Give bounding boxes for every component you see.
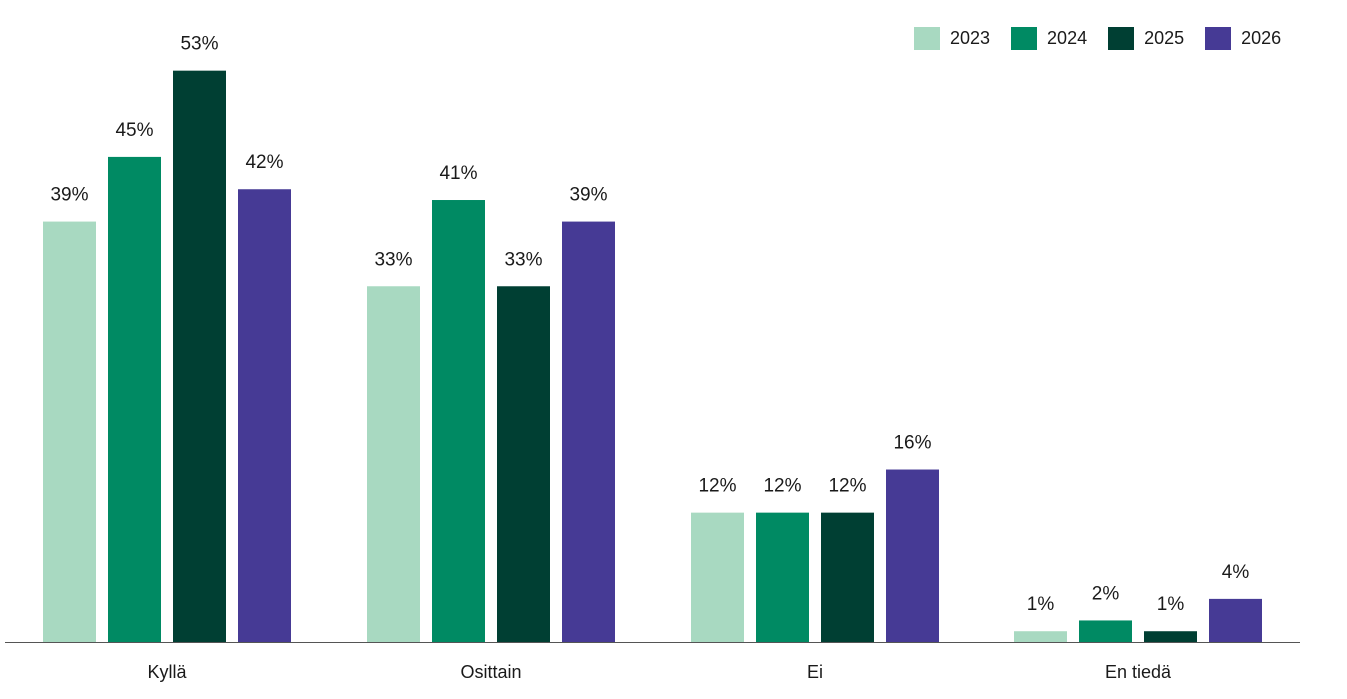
legend-swatch-2023	[914, 27, 940, 50]
data-label-2023-3: 1%	[1027, 594, 1055, 615]
legend-label-2024: 2024	[1047, 28, 1088, 48]
bar-2025-2	[821, 512, 874, 642]
legend-item-2024: 2024	[1011, 27, 1087, 50]
bar-2025-3	[1144, 631, 1197, 642]
bar-2026-2	[886, 469, 939, 642]
data-label-2026-0: 42%	[245, 152, 283, 173]
data-label-2026-2: 16%	[893, 433, 931, 454]
data-label-2024-0: 45%	[115, 120, 153, 141]
bar-2024-1	[432, 200, 485, 642]
bar-2026-3	[1209, 598, 1262, 642]
data-label-2023-2: 12%	[698, 476, 736, 497]
category-label-1: Osittain	[460, 662, 521, 682]
data-label-2026-3: 4%	[1222, 562, 1250, 583]
legend-swatch-2026	[1205, 27, 1232, 50]
legend-label-2023: 2023	[950, 28, 991, 48]
data-label-2024-2: 12%	[763, 476, 801, 497]
bar-2023-2	[691, 512, 744, 642]
data-label-2023-0: 39%	[50, 185, 88, 206]
category-label-0: Kyllä	[147, 662, 187, 682]
data-label-2025-1: 33%	[504, 249, 542, 270]
data-label-2026-1: 39%	[569, 185, 607, 206]
legend-item-2025: 2025	[1108, 27, 1184, 50]
legend: 2023 2024 2025 2026	[914, 27, 1281, 50]
category-label-3: En tiedä	[1105, 662, 1172, 682]
bar-2025-1	[497, 286, 550, 642]
bar-2024-2	[756, 512, 809, 642]
data-label-2025-3: 1%	[1157, 594, 1185, 615]
bar-2023-0	[43, 221, 96, 642]
legend-label-2025: 2025	[1144, 28, 1185, 48]
data-label-2023-1: 33%	[374, 249, 412, 270]
bar-2024-0	[108, 156, 161, 642]
category-label-2: Ei	[807, 662, 823, 682]
bar-2023-3	[1014, 631, 1067, 642]
legend-item-2023: 2023	[914, 27, 990, 50]
legend-swatch-2024	[1011, 27, 1038, 50]
data-label-2025-0: 53%	[180, 34, 218, 55]
legend-item-2026: 2026	[1205, 27, 1281, 50]
bar-2023-1	[367, 286, 420, 642]
data-label-2024-1: 41%	[439, 163, 477, 184]
legend-label-2026: 2026	[1241, 28, 1282, 48]
legend-swatch-2025	[1108, 27, 1135, 50]
bar-2025-0	[173, 70, 226, 642]
bar-2024-3	[1079, 620, 1132, 642]
bar-2026-0	[238, 189, 291, 643]
bar-2026-1	[562, 221, 615, 642]
data-label-2025-2: 12%	[828, 476, 866, 497]
data-label-2024-3: 2%	[1092, 583, 1120, 604]
